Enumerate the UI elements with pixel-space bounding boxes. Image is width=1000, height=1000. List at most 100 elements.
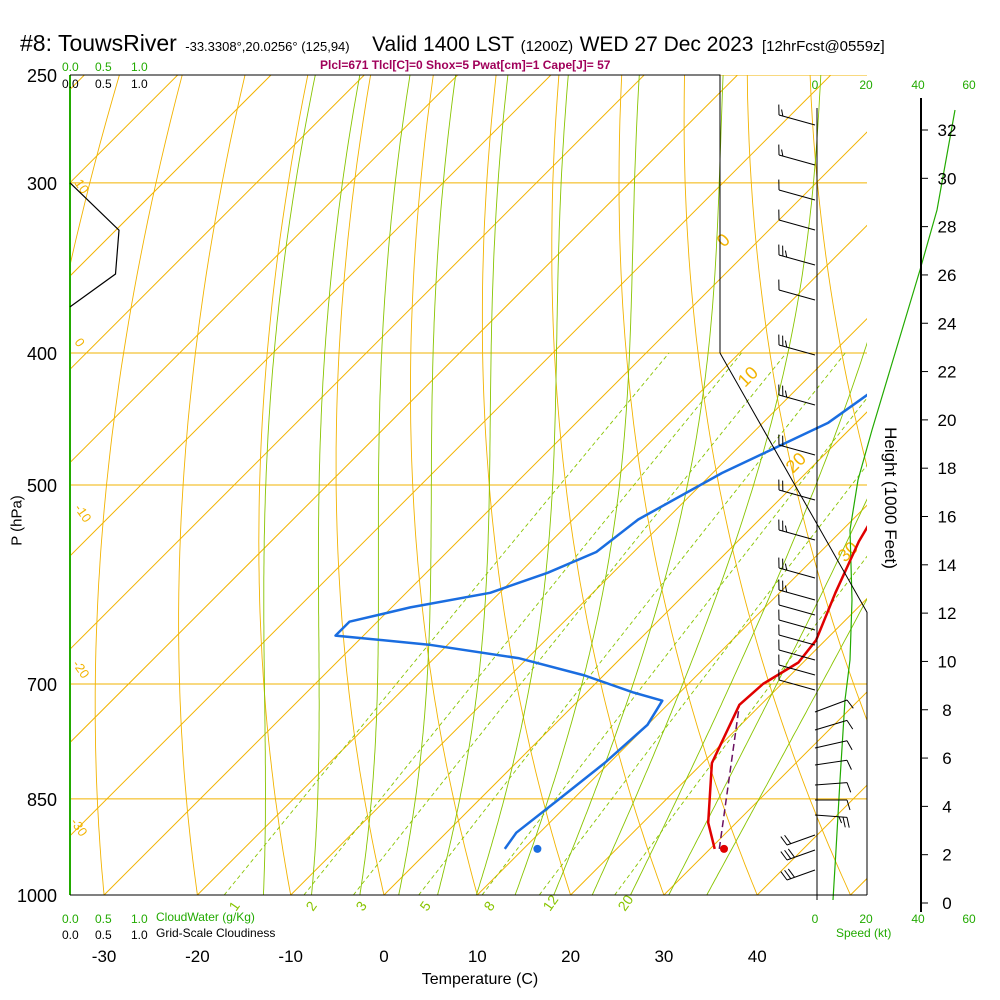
mixing-ratio-label: 3 <box>352 898 370 914</box>
isotherm-line <box>70 75 179 184</box>
cloudwater-top-tick: 1.0 <box>131 60 148 74</box>
pressure-tick-label: 400 <box>27 344 57 364</box>
wind-barb-flag <box>780 851 788 861</box>
height-axis-label: Height (1000 Feet) <box>881 427 900 569</box>
isotherm-line <box>70 75 459 464</box>
pressure-tick-label: 1000 <box>17 886 57 906</box>
temperature-tick-label: -20 <box>185 947 210 966</box>
y-axis-label: P (hPa) <box>8 495 26 546</box>
wind-barb-flag <box>780 871 788 881</box>
isotherm-line <box>70 75 645 650</box>
cloudwater-top-tick: 0.5 <box>95 60 112 74</box>
cloudiness-label: Grid-Scale Cloudiness <box>156 926 276 940</box>
wind-barb-shaft <box>778 604 816 616</box>
wind-barb-shaft <box>814 759 848 766</box>
cloudwater-bottom-tick: 1.0 <box>131 912 148 926</box>
wind-barb-shaft <box>778 589 816 601</box>
wind-barb-shaft <box>778 649 816 661</box>
isotherm-line <box>103 131 867 895</box>
mixing-ratio-label: 2 <box>302 898 320 914</box>
isotherm-line <box>70 75 86 91</box>
wind-barb-shaft <box>778 444 816 456</box>
cloudiness-top-tick: 0.0 <box>62 77 79 91</box>
wind-barb-flag <box>842 816 846 828</box>
valid-time: Valid 1400 LST <box>372 33 515 56</box>
isotherm-line <box>569 597 867 895</box>
isotherm-line <box>196 224 867 895</box>
pressure-tick-label: 250 <box>27 66 57 86</box>
wind-barb-flag <box>784 585 788 593</box>
height-tick-label: 18 <box>938 459 957 478</box>
temperature-tick-label: 30 <box>654 947 673 966</box>
speed-top-tick: 60 <box>962 78 976 92</box>
wind-barb-shaft <box>778 489 816 501</box>
mixing-ratio-line <box>353 352 787 895</box>
dry-adiabat-line <box>70 75 120 268</box>
dry-adiabat-label: -20 <box>70 657 93 681</box>
wind-barb-flag <box>838 816 843 824</box>
dry-adiabat-line <box>551 75 665 895</box>
temperature-tick-label: -10 <box>278 947 303 966</box>
moist-adiabat-line <box>311 75 361 895</box>
cloudwater-label: CloudWater (g/Kg) <box>156 910 255 924</box>
dry-adiabat-line <box>746 75 867 722</box>
mixing-ratio-line <box>481 397 867 895</box>
plot-frame-top <box>70 74 721 353</box>
temperature-tick-label: 20 <box>561 947 580 966</box>
surface-temperature-dot <box>720 844 729 853</box>
cloudwater-bottom-tick: 0.0 <box>62 912 79 926</box>
wind-barb-shaft <box>814 719 848 731</box>
cloudiness-bottom-tick: 0.5 <box>95 928 112 942</box>
wind-barb-flag <box>787 868 795 878</box>
height-tick-label: 8 <box>942 701 951 720</box>
wind-barb-flag <box>846 720 854 730</box>
cloudiness-top-tick: 0.5 <box>95 77 112 91</box>
moist-adiabat-line <box>262 75 316 895</box>
isotherm-line <box>756 784 867 895</box>
dry-adiabat-line <box>481 75 572 895</box>
parcel-line <box>718 704 741 850</box>
mixing-ratio-line <box>614 555 867 895</box>
mixing-ratio-label: 5 <box>416 898 434 914</box>
height-tick-label: 2 <box>942 846 951 865</box>
speed-top-tick: 0 <box>812 78 819 92</box>
wind-barb-flag <box>784 340 788 348</box>
wind-barb-shaft <box>778 619 816 631</box>
wind-barb-shaft <box>778 219 816 231</box>
isotherm-line <box>70 75 739 744</box>
wind-barb-flag <box>784 390 788 398</box>
wind-barb-flag <box>846 740 853 751</box>
wind-barb-shaft <box>778 154 816 166</box>
surface-dewpoint-dot <box>533 844 542 853</box>
valid-date: WED 27 Dec 2023 <box>579 33 754 56</box>
wind-barb-flag <box>784 834 792 844</box>
wind-barb-shaft <box>778 344 816 356</box>
height-tick-label: 6 <box>942 749 951 768</box>
wind-barb-flag <box>846 759 852 770</box>
height-tick-label: 12 <box>938 604 957 623</box>
speed-top-tick: 40 <box>911 78 925 92</box>
height-tick-label: 20 <box>938 411 957 430</box>
wind-barb-shaft <box>814 699 848 713</box>
isotherm-line <box>476 504 867 895</box>
chart-grid <box>70 75 867 895</box>
x-axis-label: Temperature (C) <box>421 971 539 988</box>
moist-adiabat-line <box>553 75 724 895</box>
cloudiness-line <box>69 182 120 308</box>
isotherm-line <box>289 317 867 895</box>
wind-barb-flag <box>784 869 792 879</box>
height-tick-label: 16 <box>938 508 957 527</box>
dry-adiabat-line <box>94 75 183 895</box>
dry-adiabat-line <box>618 75 758 895</box>
speed-bottom-tick: 0 <box>812 912 819 926</box>
wind-barb-flag <box>846 799 851 811</box>
speed-top-tick: 20 <box>859 78 873 92</box>
wind-barb-shaft <box>778 634 816 646</box>
temperature-tick-label: -30 <box>92 947 117 966</box>
wind-speed-profile <box>832 109 956 901</box>
height-tick-label: 28 <box>938 218 957 237</box>
wind-barb-shaft <box>814 782 848 786</box>
wind-barb-shaft <box>786 869 816 881</box>
cloudiness-top-tick: 1.0 <box>131 77 148 91</box>
